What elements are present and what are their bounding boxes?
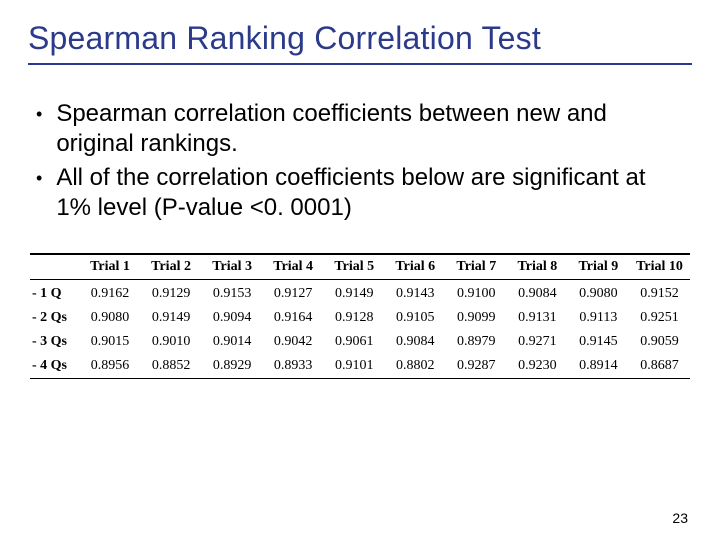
table-header-cell: Trial 4 xyxy=(263,255,324,279)
table-row-label: - 4 Qs xyxy=(30,354,80,378)
table-cell: 0.9113 xyxy=(568,306,629,330)
bullet-item: • Spearman correlation coefficients betw… xyxy=(36,99,686,159)
table-row-label: - 2 Qs xyxy=(30,306,80,330)
slide-title: Spearman Ranking Correlation Test xyxy=(28,20,692,57)
bullet-text: All of the correlation coefficients belo… xyxy=(56,163,686,223)
table-cell: 0.9042 xyxy=(263,330,324,354)
correlation-table: Trial 1 Trial 2 Trial 3 Trial 4 Trial 5 … xyxy=(30,253,690,379)
bullet-item: • All of the correlation coefficients be… xyxy=(36,163,686,223)
table-cell: 0.9251 xyxy=(629,306,690,330)
table-cell: 0.9061 xyxy=(324,330,385,354)
table-header-cell: Trial 9 xyxy=(568,255,629,279)
table-header-cell: Trial 10 xyxy=(629,255,690,279)
table-cell: 0.8929 xyxy=(202,354,263,378)
table-cell: 0.9014 xyxy=(202,330,263,354)
table-header: Trial 1 Trial 2 Trial 3 Trial 4 Trial 5 … xyxy=(30,255,690,279)
table-row: - 3 Qs 0.9015 0.9010 0.9014 0.9042 0.906… xyxy=(30,330,690,354)
table-cell: 0.9015 xyxy=(80,330,141,354)
table-cell: 0.8979 xyxy=(446,330,507,354)
bullet-dot-icon: • xyxy=(36,99,42,129)
table-cell: 0.9094 xyxy=(202,306,263,330)
table-cell: 0.9162 xyxy=(80,282,141,306)
table-cell: 0.9145 xyxy=(568,330,629,354)
table-cell: 0.9287 xyxy=(446,354,507,378)
table-body: - 1 Q 0.9162 0.9129 0.9153 0.9127 0.9149… xyxy=(30,282,690,378)
table-header-cell: Trial 5 xyxy=(324,255,385,279)
table-cell: 0.9149 xyxy=(324,282,385,306)
table-header-row: Trial 1 Trial 2 Trial 3 Trial 4 Trial 5 … xyxy=(30,255,690,279)
table-cell: 0.9100 xyxy=(446,282,507,306)
table-cell: 0.9129 xyxy=(141,282,202,306)
slide: Spearman Ranking Correlation Test • Spea… xyxy=(0,0,720,540)
table-header-cell: Trial 6 xyxy=(385,255,446,279)
table-cell: 0.9131 xyxy=(507,306,568,330)
table-cell: 0.9010 xyxy=(141,330,202,354)
table-cell: 0.9059 xyxy=(629,330,690,354)
table-cell: 0.8852 xyxy=(141,354,202,378)
table-row-label: - 3 Qs xyxy=(30,330,80,354)
table-cell: 0.9127 xyxy=(263,282,324,306)
table-cell: 0.8802 xyxy=(385,354,446,378)
table-header-cell: Trial 3 xyxy=(202,255,263,279)
table-cell: 0.8933 xyxy=(263,354,324,378)
table-header-cell: Trial 8 xyxy=(507,255,568,279)
bullet-text: Spearman correlation coefficients betwee… xyxy=(56,99,686,159)
table-cell: 0.9271 xyxy=(507,330,568,354)
table-row-label: - 1 Q xyxy=(30,282,80,306)
table-cell: 0.9084 xyxy=(507,282,568,306)
table-cell: 0.8687 xyxy=(629,354,690,378)
table-header-empty xyxy=(30,255,80,279)
table-bottom-rule xyxy=(30,378,690,379)
table-header-cell: Trial 7 xyxy=(446,255,507,279)
table-cell: 0.9230 xyxy=(507,354,568,378)
table-cell: 0.9099 xyxy=(446,306,507,330)
table-cell: 0.9143 xyxy=(385,282,446,306)
bullet-dot-icon: • xyxy=(36,163,42,193)
table-cell: 0.9149 xyxy=(141,306,202,330)
table-cell: 0.9153 xyxy=(202,282,263,306)
table-cell: 0.8914 xyxy=(568,354,629,378)
title-underline xyxy=(28,63,692,65)
table-row: - 1 Q 0.9162 0.9129 0.9153 0.9127 0.9149… xyxy=(30,282,690,306)
table-cell: 0.9101 xyxy=(324,354,385,378)
table-cell: 0.9164 xyxy=(263,306,324,330)
page-number: 23 xyxy=(672,510,688,526)
table-cell: 0.9080 xyxy=(568,282,629,306)
table-header-cell: Trial 1 xyxy=(80,255,141,279)
table-cell: 0.9084 xyxy=(385,330,446,354)
table-cell: 0.8956 xyxy=(80,354,141,378)
table-cell: 0.9105 xyxy=(385,306,446,330)
table-cell: 0.9152 xyxy=(629,282,690,306)
table-cell: 0.9128 xyxy=(324,306,385,330)
table-row: - 4 Qs 0.8956 0.8852 0.8929 0.8933 0.910… xyxy=(30,354,690,378)
table-header-cell: Trial 2 xyxy=(141,255,202,279)
table-row: - 2 Qs 0.9080 0.9149 0.9094 0.9164 0.912… xyxy=(30,306,690,330)
table-cell: 0.9080 xyxy=(80,306,141,330)
bullet-list: • Spearman correlation coefficients betw… xyxy=(28,99,692,223)
